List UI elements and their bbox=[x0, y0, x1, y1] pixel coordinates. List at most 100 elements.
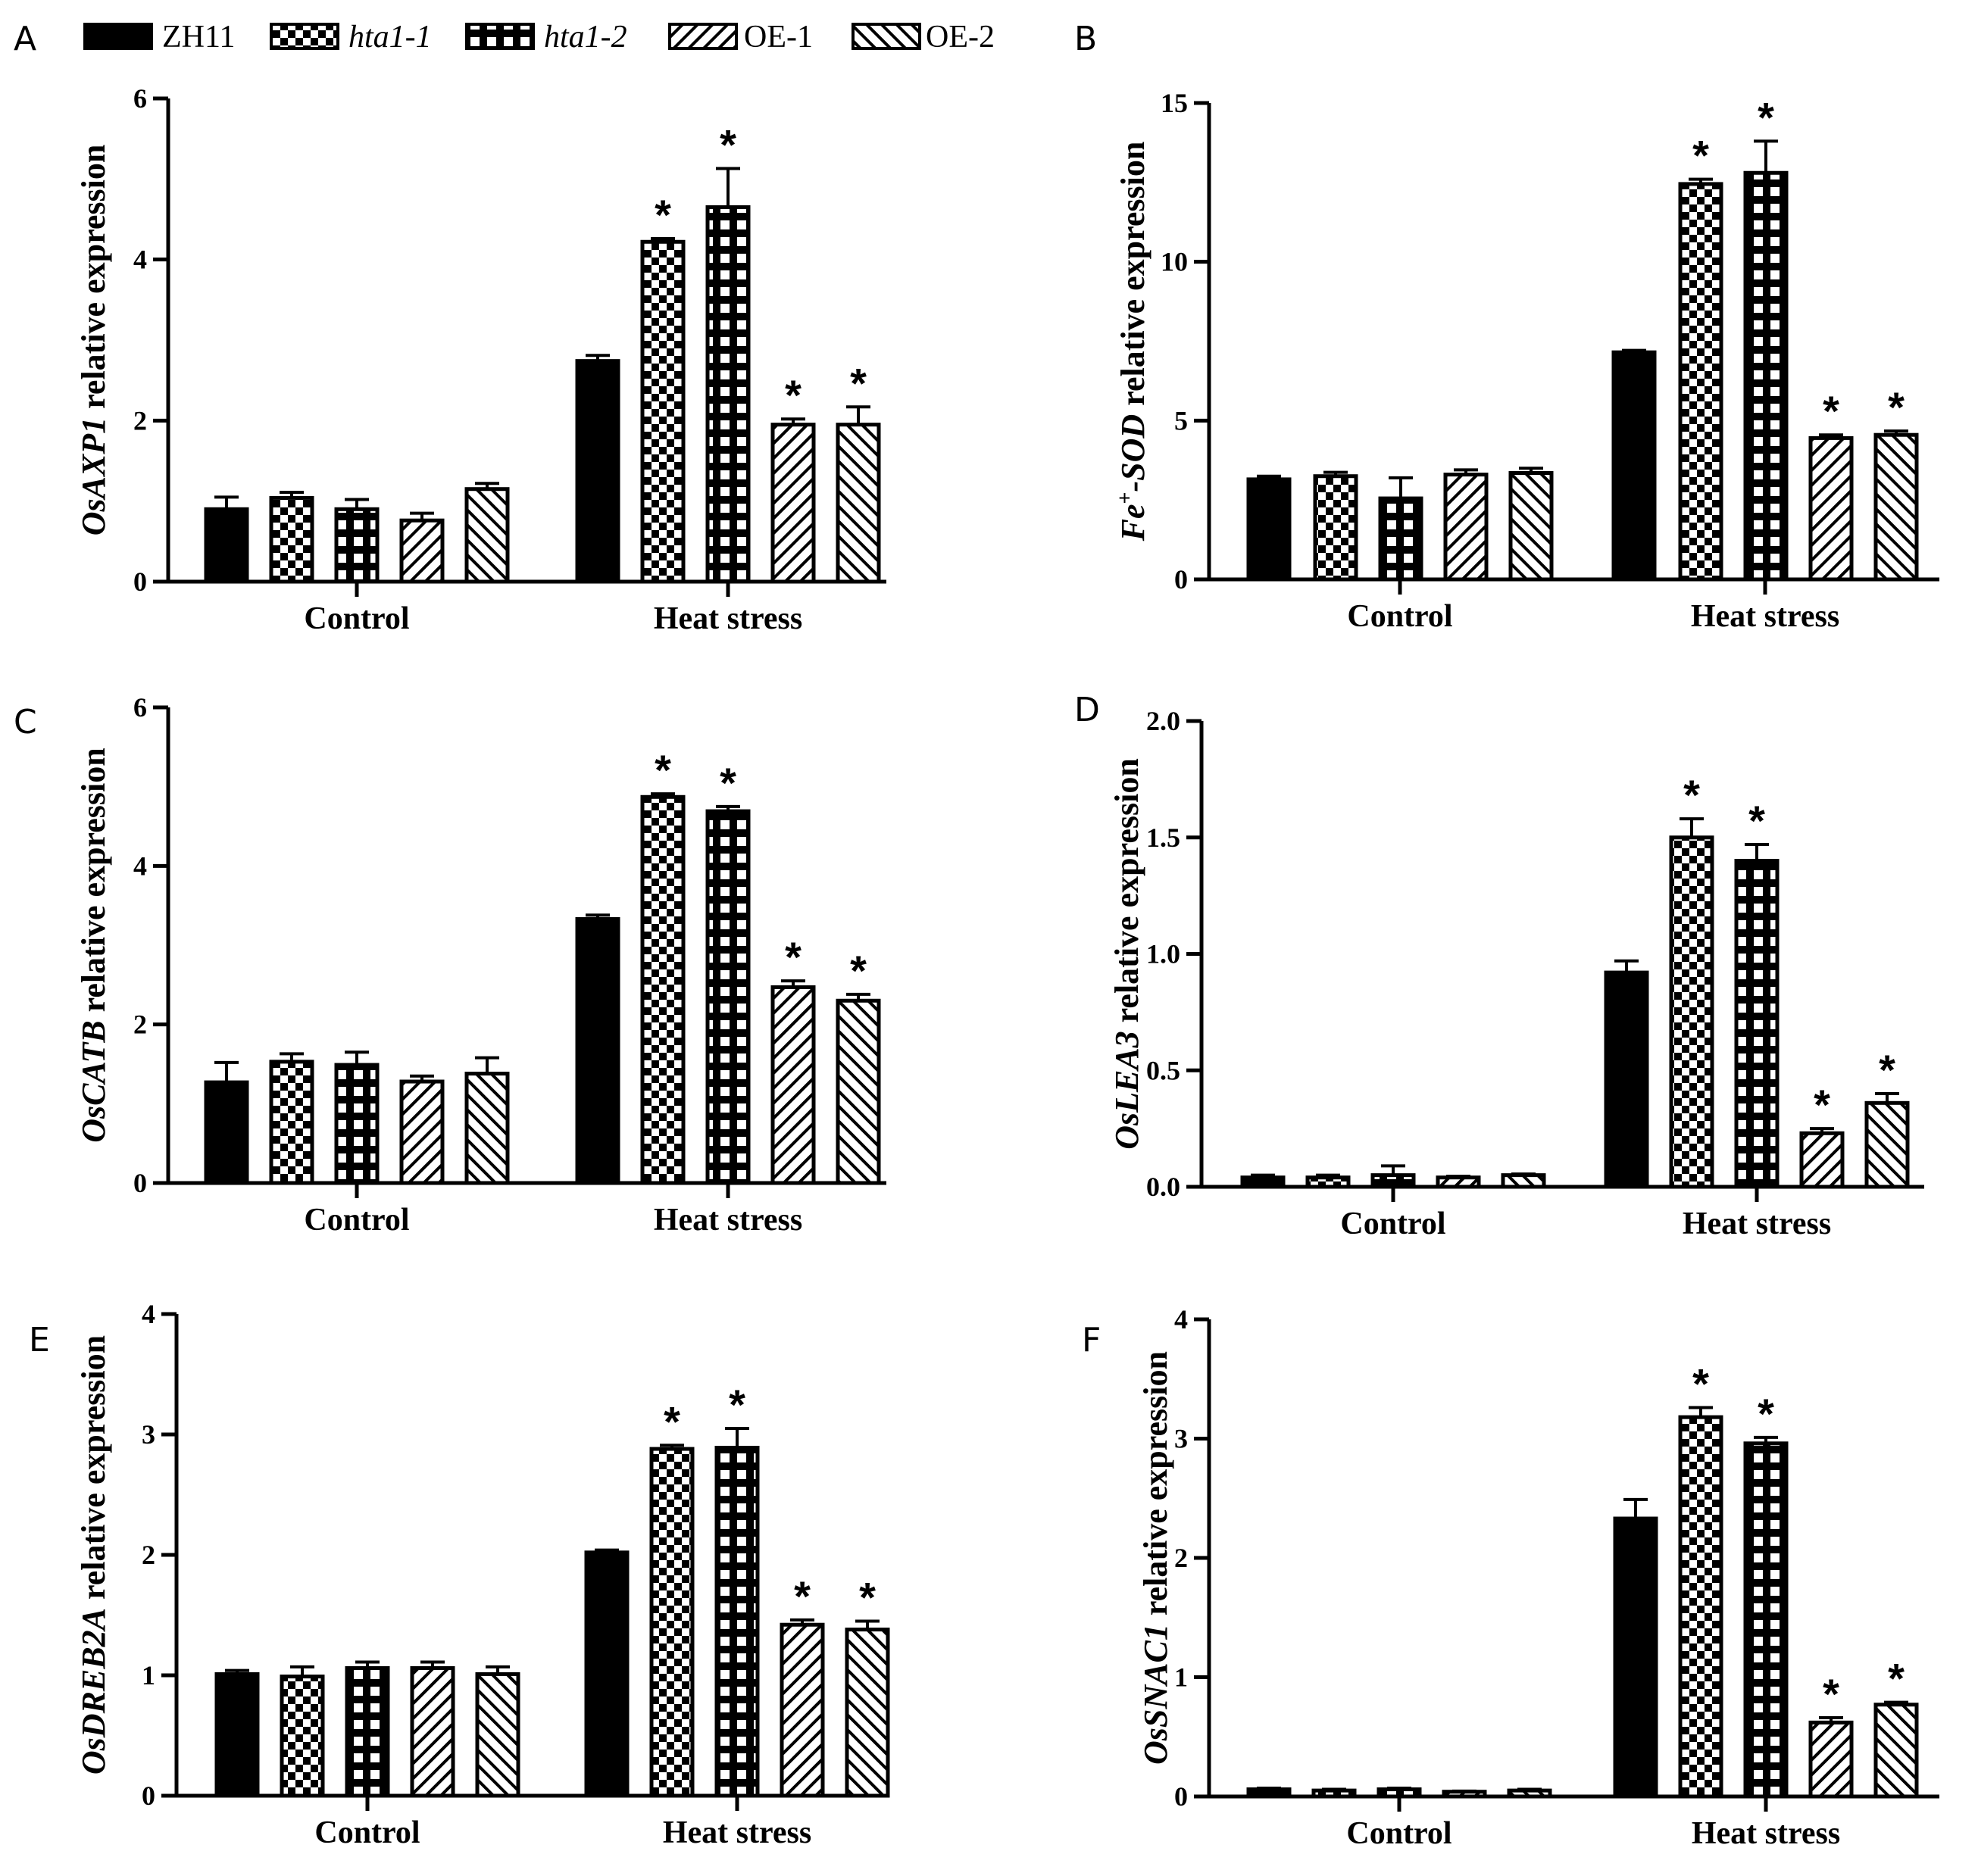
panel-d: 0.0 0.5 1.0 1.5 2.0 Control Heat stress * * * * OsL… bbox=[1108, 706, 1924, 1241]
panel-c: 0 2 4 6 Control Heat stress * * * * OsCATB relativ… bbox=[75, 692, 886, 1238]
y-tick-label: 4 bbox=[142, 1299, 155, 1329]
bar-oe-1-control bbox=[1442, 1790, 1487, 1799]
bar-hta1-1-heat-stress bbox=[640, 239, 686, 584]
bar-hta1-1-heat-stress bbox=[649, 1447, 695, 1798]
y-title-rest: relative expression bbox=[1108, 758, 1145, 1031]
bar-hta1-1-heat-stress bbox=[1669, 835, 1714, 1189]
category-label-control: Control bbox=[1346, 1816, 1451, 1851]
bar-hta1-2-heat-stress bbox=[705, 809, 751, 1185]
panel-letter-e: E bbox=[29, 1321, 50, 1359]
significance-star: * bbox=[655, 746, 671, 794]
y-tick-label: 0.0 bbox=[1146, 1172, 1180, 1202]
y-tick-label: 2.0 bbox=[1146, 706, 1180, 736]
bar-oe-1-heat-stress bbox=[1799, 1131, 1845, 1189]
y-title-gene: OsLEA3 bbox=[1108, 1031, 1145, 1149]
category-label-heat-stress: Heat stress bbox=[663, 1815, 811, 1850]
y-title-gene: OsAXP1 bbox=[75, 417, 112, 535]
bar-oe-2-control bbox=[1501, 1173, 1546, 1189]
significance-star: * bbox=[859, 1573, 876, 1621]
legend-label-hta1-1: hta1-1 bbox=[348, 20, 432, 55]
y-title-gene-suffix: -SOD bbox=[1114, 414, 1151, 492]
panel-e: 0 1 2 3 4 Control Heat stress * * * * OsDREB2A rela… bbox=[75, 1299, 890, 1850]
y-tick-label: 10 bbox=[1161, 247, 1188, 277]
panel-f: 0 1 2 3 4 Control Heat stress * * * * OsSNAC1 relat… bbox=[1137, 1304, 1939, 1851]
bar-hta1-1-control bbox=[269, 1060, 314, 1185]
bar-oe-1-control bbox=[410, 1665, 455, 1798]
y-tick-label: 0 bbox=[133, 1168, 147, 1198]
y-axis-title: OsDREB2A relative expression bbox=[75, 1335, 112, 1775]
bar-zh11-control bbox=[204, 1080, 249, 1185]
bar-hta1-1-heat-stress bbox=[1678, 182, 1723, 582]
y-title-rest: relative expression bbox=[75, 145, 112, 417]
bar-zh11-control bbox=[1246, 477, 1292, 582]
bar-hta1-1-control bbox=[269, 495, 314, 584]
bar-hta1-2-control bbox=[1370, 1173, 1416, 1189]
bar-hta1-1-heat-stress bbox=[1678, 1415, 1723, 1799]
bar-zh11-control bbox=[1246, 1787, 1292, 1799]
significance-star: * bbox=[720, 759, 736, 807]
legend-swatch-oe-2 bbox=[852, 23, 921, 50]
y-tick-label: 6 bbox=[133, 83, 147, 114]
significance-star: * bbox=[850, 359, 867, 407]
panel-letter-f: F bbox=[1082, 1321, 1101, 1359]
significance-star: * bbox=[720, 121, 736, 169]
panel-letter-c: C bbox=[14, 703, 37, 741]
significance-star: * bbox=[1692, 132, 1709, 179]
bar-oe-2-heat-stress bbox=[1864, 1100, 1910, 1189]
bar-hta1-2-control bbox=[1376, 1787, 1422, 1799]
y-title-gene: Fe bbox=[1114, 504, 1151, 542]
significance-star: * bbox=[1814, 1081, 1830, 1128]
y-tick-label: 2 bbox=[142, 1540, 155, 1570]
bar-hta1-1-heat-stress bbox=[640, 794, 686, 1185]
y-tick-label: 1 bbox=[142, 1660, 155, 1690]
y-title-gene: OsCATB bbox=[75, 1020, 112, 1142]
y-tick-label: 0 bbox=[142, 1781, 155, 1811]
significance-star: * bbox=[655, 191, 671, 239]
panel-letter-a: A bbox=[14, 20, 36, 58]
y-tick-label: 3 bbox=[1174, 1424, 1188, 1454]
bar-hta1-2-control bbox=[345, 1665, 390, 1798]
y-tick-label: 15 bbox=[1161, 88, 1188, 118]
bar-oe-2-heat-stress bbox=[836, 998, 881, 1185]
significance-star: * bbox=[1879, 1046, 1895, 1094]
bar-hta1-1-control bbox=[1313, 474, 1358, 582]
y-tick-label: 4 bbox=[133, 851, 147, 881]
y-tick-label: 4 bbox=[133, 245, 147, 275]
bar-hta1-2-heat-stress bbox=[705, 205, 751, 584]
y-tick-label: 2 bbox=[1174, 1543, 1188, 1573]
category-label-control: Control bbox=[314, 1815, 420, 1850]
significance-star: * bbox=[664, 1397, 680, 1445]
bar-oe-1-heat-stress bbox=[770, 985, 816, 1185]
legend-swatch-zh11 bbox=[83, 23, 153, 50]
y-tick-label: 1 bbox=[1174, 1662, 1188, 1693]
bar-zh11-control bbox=[1240, 1175, 1286, 1189]
bar-oe-2-heat-stress bbox=[845, 1628, 890, 1798]
significance-star: * bbox=[729, 1381, 745, 1428]
category-label-control: Control bbox=[304, 1203, 409, 1238]
category-label-control: Control bbox=[304, 601, 409, 636]
bar-oe-1-control bbox=[399, 518, 445, 584]
bar-zh11-control bbox=[214, 1672, 260, 1798]
y-axis-title: OsAXP1 relative expression bbox=[75, 145, 112, 536]
bar-oe-2-control bbox=[1508, 471, 1554, 582]
panel-letter-b: B bbox=[1074, 20, 1097, 58]
significance-star: * bbox=[1888, 383, 1905, 431]
significance-star: * bbox=[794, 1572, 811, 1620]
category-label-control: Control bbox=[1347, 599, 1452, 634]
y-title-rest: relative expression bbox=[75, 748, 112, 1020]
legend-swatch-oe-1 bbox=[668, 23, 738, 50]
category-label-heat-stress: Heat stress bbox=[654, 601, 802, 636]
bar-zh11-heat-stress bbox=[1604, 970, 1649, 1189]
bar-hta1-2-control bbox=[1378, 496, 1423, 582]
bar-oe-1-control bbox=[1443, 473, 1489, 582]
significance-star: * bbox=[1823, 1670, 1839, 1718]
panel-a: 0 2 4 6 Control Heat stress * * * * OsAXP1 relativ… bbox=[75, 83, 886, 636]
bar-hta1-2-heat-stress bbox=[1743, 170, 1789, 582]
y-tick-label: 0 bbox=[1174, 564, 1188, 595]
bar-oe-1-heat-stress bbox=[780, 1622, 825, 1798]
bar-hta1-1-control bbox=[1311, 1788, 1357, 1799]
y-tick-label: 2 bbox=[133, 405, 147, 435]
bar-oe-1-heat-stress bbox=[1808, 435, 1854, 582]
y-axis-title: Fe+-SOD relative expression bbox=[1114, 142, 1151, 542]
